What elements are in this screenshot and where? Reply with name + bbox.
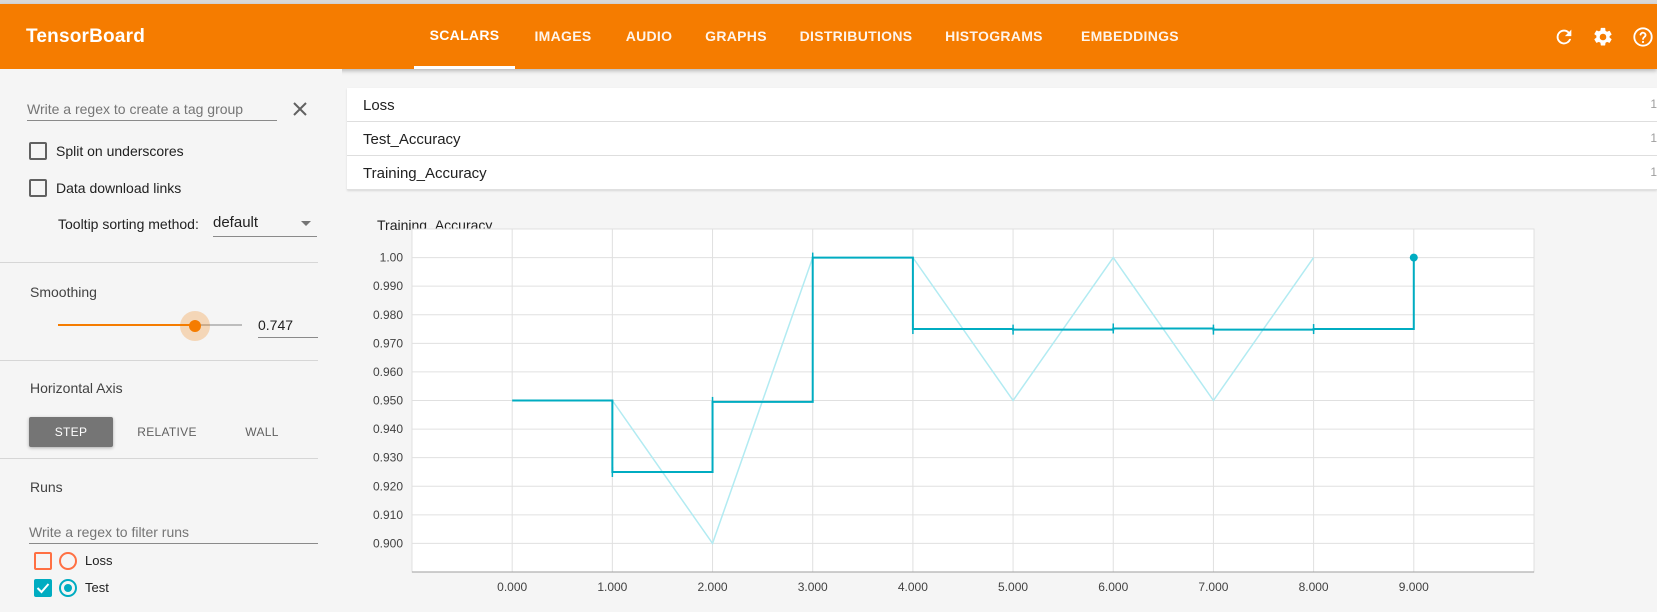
tab-images[interactable]: IMAGES xyxy=(534,28,592,44)
y-tick-label: 1.00 xyxy=(380,251,404,265)
split-underscores-label: Split on underscores xyxy=(56,143,184,159)
close-icon[interactable] xyxy=(290,99,310,119)
tab-distributions[interactable]: DISTRIBUTIONS xyxy=(799,28,913,44)
run-test-radio[interactable] xyxy=(59,579,77,597)
category-count: 1 xyxy=(1650,131,1657,145)
y-tick-label: 0.980 xyxy=(373,308,403,322)
main-content: Loss 1 Test_Accuracy 1 Training_Accuracy… xyxy=(347,69,1657,612)
tab-scalars[interactable]: SCALARS xyxy=(414,4,515,69)
category-name: Test_Accuracy xyxy=(363,131,461,148)
refresh-icon[interactable] xyxy=(1553,26,1575,48)
smoothing-value-input[interactable]: 0.747 xyxy=(258,312,318,338)
axis-wall-button[interactable]: WALL xyxy=(245,425,279,439)
split-underscores-checkbox[interactable] xyxy=(29,142,47,160)
tab-embeddings[interactable]: EMBEDDINGS xyxy=(1081,28,1179,44)
tooltip-sort-select[interactable]: default xyxy=(213,209,317,237)
category-test-accuracy[interactable]: Test_Accuracy 1 xyxy=(347,122,1657,156)
tooltip-sort-value: default xyxy=(213,214,259,231)
category-count: 1 xyxy=(1650,97,1657,111)
run-loss-label: Loss xyxy=(85,553,113,568)
data-download-label: Data download links xyxy=(56,180,182,196)
smoothing-slider-handle[interactable] xyxy=(189,320,202,332)
x-tick-label: 0.000 xyxy=(497,580,527,594)
category-training-accuracy[interactable]: Training_Accuracy 1 xyxy=(347,156,1657,190)
runs-filter-input[interactable] xyxy=(29,520,318,544)
run-test-label: Test xyxy=(85,580,109,595)
chevron-down-icon xyxy=(301,221,311,226)
y-tick-label: 0.960 xyxy=(373,365,403,379)
x-tick-label: 6.000 xyxy=(1098,580,1128,594)
section-divider xyxy=(0,262,318,263)
tab-graphs[interactable]: GRAPHS xyxy=(705,28,767,44)
tooltip-sort-label: Tooltip sorting method: xyxy=(58,216,199,232)
y-tick-label: 0.910 xyxy=(373,508,403,522)
x-tick-label: 5.000 xyxy=(998,580,1028,594)
smoothing-slider-track[interactable] xyxy=(58,324,242,326)
x-tick-label: 7.000 xyxy=(1198,580,1228,594)
x-tick-label: 8.000 xyxy=(1299,580,1329,594)
radio-dot xyxy=(64,584,72,592)
data-download-checkbox[interactable] xyxy=(29,179,47,197)
help-icon[interactable] xyxy=(1632,26,1654,48)
run-loss-checkbox[interactable] xyxy=(34,552,52,570)
axis-step-button[interactable]: STEP xyxy=(29,417,113,447)
x-tick-label: 2.000 xyxy=(698,580,728,594)
sidebar: Split on underscores Data download links… xyxy=(0,69,342,612)
axis-relative-button[interactable]: RELATIVE xyxy=(137,425,197,439)
run-loss-radio[interactable] xyxy=(59,552,77,570)
app-title: TensorBoard xyxy=(26,26,146,47)
tag-group-regex-input[interactable] xyxy=(27,97,277,121)
category-loss[interactable]: Loss 1 xyxy=(347,88,1657,122)
category-name: Loss xyxy=(363,97,395,114)
tab-histograms[interactable]: HISTOGRAMS xyxy=(945,28,1043,44)
smoothing-title: Smoothing xyxy=(30,284,97,300)
chart-card: Training_Accuracy 0.900 0.910 0.920 0.930 0.… xyxy=(347,199,1657,612)
y-tick-label: 0.950 xyxy=(373,394,403,408)
category-name: Training_Accuracy xyxy=(363,165,487,182)
section-divider xyxy=(0,458,318,459)
x-tick-label: 9.000 xyxy=(1399,580,1429,594)
runs-title: Runs xyxy=(30,479,63,495)
window-top-edge xyxy=(0,0,1657,4)
gear-icon[interactable] xyxy=(1592,26,1614,48)
y-tick-label: 0.900 xyxy=(373,536,403,550)
top-app-bar: TensorBoard SCALARS IMAGES AUDIO GRAPHS … xyxy=(0,4,1657,69)
section-divider xyxy=(0,360,318,361)
y-tick-label: 0.930 xyxy=(373,451,403,465)
training-accuracy-chart[interactable]: 0.900 0.910 0.920 0.930 0.940 0.950 0.960 0.970… xyxy=(347,199,1657,612)
x-tick-label: 3.000 xyxy=(798,580,828,594)
tab-audio[interactable]: AUDIO xyxy=(625,28,673,44)
horizontal-axis-title: Horizontal Axis xyxy=(30,380,123,396)
y-tick-label: 0.920 xyxy=(373,479,403,493)
run-test-checkbox[interactable] xyxy=(34,579,52,597)
last-point-marker xyxy=(1409,253,1418,262)
category-count: 1 xyxy=(1650,165,1657,179)
x-tick-label: 4.000 xyxy=(898,580,928,594)
checkmark-icon xyxy=(36,583,50,594)
y-tick-label: 0.970 xyxy=(373,336,403,350)
y-tick-label: 0.990 xyxy=(373,279,403,293)
smoothing-slider-fill xyxy=(58,324,196,326)
y-tick-label: 0.940 xyxy=(373,422,403,436)
x-tick-label: 1.000 xyxy=(597,580,627,594)
